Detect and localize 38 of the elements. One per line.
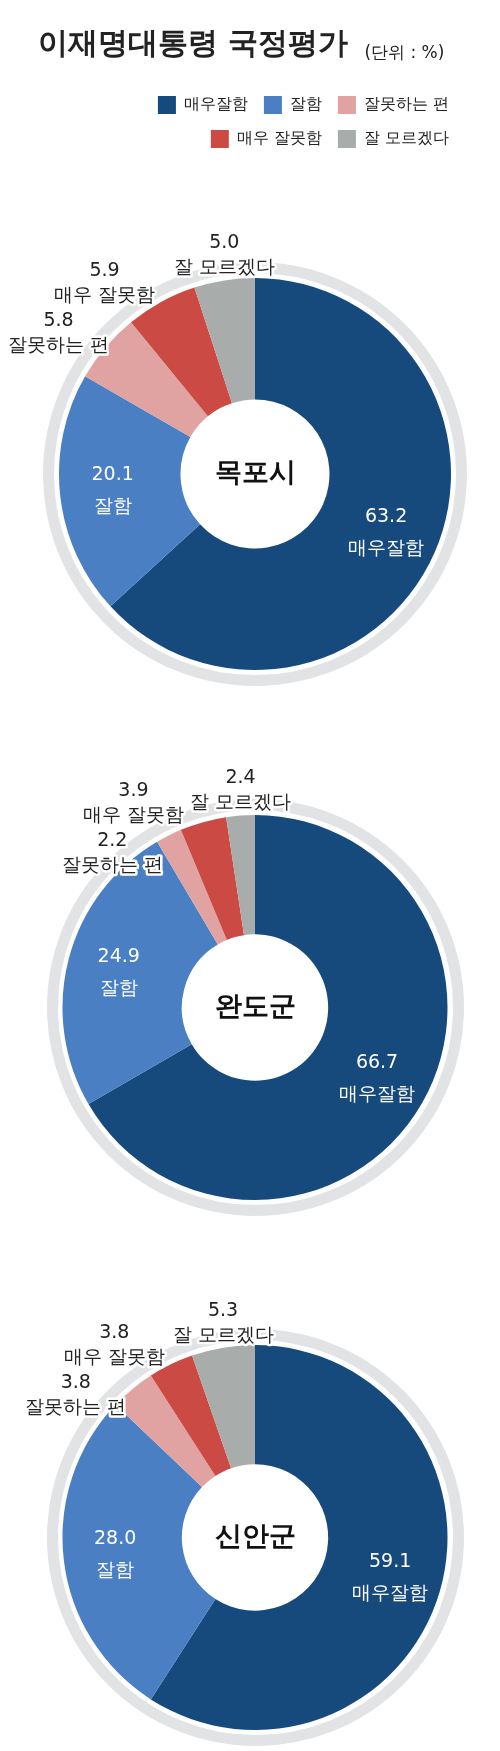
slice-label: 잘 모르겠다 [173,255,275,278]
slice-label: 잘함 [96,1558,135,1581]
slice-label: 매우 잘못함 [82,803,184,826]
legend-label: 매우잘함 [183,94,248,114]
data-label: 5.3 [207,1297,239,1320]
text: 완도군 [214,989,296,1021]
legend-label: 잘못하는 편 [363,94,450,114]
data-label: 20.1 [91,461,134,484]
text: 목포시 [214,456,296,488]
legend-label: 잘함 [289,94,322,114]
data-label: 3.9 [118,778,149,801]
text: 신안군 [214,1519,296,1551]
slice-label: 잘함 [93,493,132,516]
text: (단위 : %) [364,41,445,64]
data-label: 5.8 [43,307,74,330]
slice-label: 잘 모르겠다 [172,1322,274,1345]
legend-label: 잘 모르겠다 [363,128,450,148]
data-label: 5.9 [89,257,120,280]
data-label: 3.8 [60,1370,91,1393]
data-label: 59.1 [368,1549,412,1572]
slice-label: 매우 잘못함 [63,1345,165,1368]
slice-label: 잘함 [99,975,138,998]
data-label: 3.8 [99,1320,130,1343]
data-label: 2.2 [97,828,128,851]
slice-label: 잘못하는 편 [8,332,110,355]
text: 이재명대통령 국정평가 [38,24,349,62]
data-label: 66.7 [355,1049,399,1072]
slice-label: 매우잘함 [352,1581,429,1604]
data-label: 63.2 [364,503,408,526]
slice-label: 매우잘함 [339,1081,416,1104]
legend-label: 매우 잘못함 [236,128,322,148]
data-label: 2.4 [225,765,256,788]
slice-label: 매우잘함 [348,535,425,558]
data-label: 5.0 [209,230,240,253]
slice-label: 잘 모르겠다 [189,790,292,813]
data-label: 24.9 [97,943,140,966]
data-label: 28.0 [94,1526,137,1549]
slice-label: 매우 잘못함 [54,282,156,305]
